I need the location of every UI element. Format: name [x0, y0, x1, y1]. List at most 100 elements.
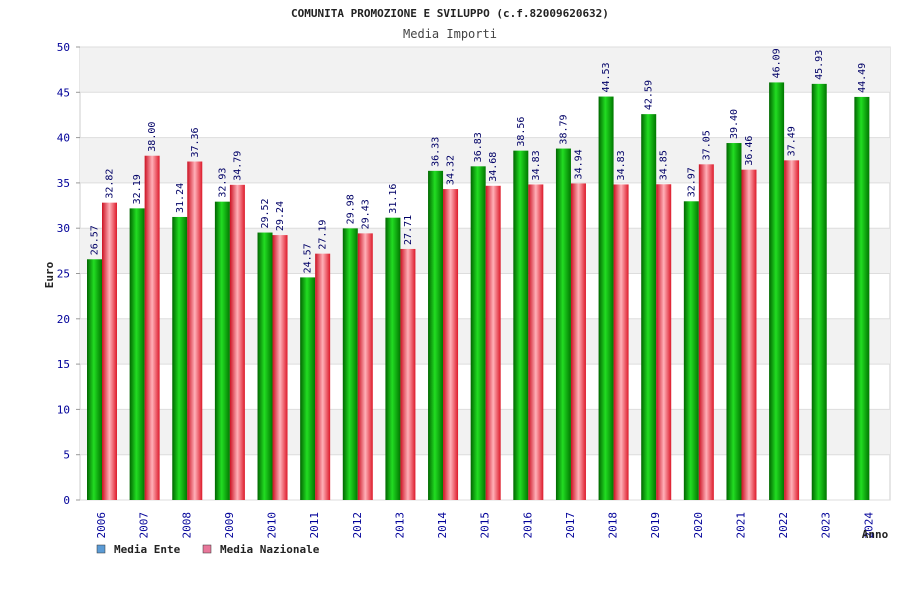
- bar-media-ente-2013: [385, 217, 401, 500]
- bar-media-nazionale-2010: [272, 235, 288, 500]
- bar-media-ente-2010: [257, 232, 273, 500]
- y-tick-label: 50: [57, 41, 70, 54]
- data-label: 44.53: [601, 62, 612, 92]
- data-label: 36.33: [431, 137, 442, 167]
- y-tick-label: 45: [57, 86, 70, 99]
- data-label: 34.79: [232, 151, 243, 181]
- data-label: 36.83: [473, 132, 484, 162]
- data-label: 34.94: [573, 149, 584, 179]
- bar-media-nazionale-2018: [613, 184, 629, 501]
- y-axis-label: Euro: [43, 261, 56, 288]
- bar-media-ente-2017: [555, 148, 571, 500]
- data-label: 32.93: [217, 168, 228, 198]
- legend-label-media-ente: Media Ente: [114, 543, 181, 556]
- bar-media-ente-2011: [300, 277, 316, 500]
- data-label: 38.79: [558, 114, 569, 144]
- bars: [87, 82, 870, 501]
- x-axis-label: Anno: [862, 528, 889, 541]
- x-tick-label: 2007: [138, 512, 151, 539]
- data-label: 36.46: [744, 136, 755, 166]
- x-tick-label: 2015: [479, 512, 492, 539]
- y-tick-label: 15: [57, 358, 70, 371]
- bar-media-ente-2015: [470, 166, 486, 501]
- x-tick-label: 2023: [820, 512, 833, 539]
- bar-media-ente-2023: [811, 83, 827, 500]
- data-label: 34.32: [446, 155, 457, 185]
- data-label: 29.43: [360, 199, 371, 229]
- y-tick-label: 20: [57, 313, 70, 326]
- x-tick-label: 2020: [692, 512, 705, 539]
- data-label: 31.16: [388, 184, 399, 214]
- data-label: 34.83: [616, 150, 627, 180]
- y-tick-label: 35: [57, 177, 70, 190]
- x-tick-label: 2014: [436, 512, 449, 539]
- bar-media-ente-2006: [87, 259, 102, 500]
- data-label: 34.68: [488, 152, 499, 182]
- bar-media-nazionale-2016: [528, 184, 544, 501]
- y-tick-label: 10: [57, 403, 70, 416]
- data-label: 45.93: [814, 50, 825, 80]
- x-tick-label: 2006: [95, 512, 108, 539]
- bar-media-ente-2021: [726, 143, 742, 500]
- x-tick-label: 2016: [521, 512, 534, 539]
- data-label: 27.71: [403, 215, 414, 245]
- y-tick-label: 0: [63, 494, 70, 507]
- bar-media-ente-2019: [641, 114, 657, 501]
- bar-media-nazionale-2015: [485, 185, 501, 500]
- bar-media-nazionale-2006: [102, 202, 117, 500]
- bar-media-nazionale-2013: [400, 248, 416, 500]
- bar-media-nazionale-2007: [144, 155, 160, 500]
- data-label: 29.52: [260, 198, 271, 228]
- legend-label-media-nazionale: Media Nazionale: [220, 543, 320, 556]
- data-label: 37.05: [701, 130, 712, 160]
- data-label: 32.97: [686, 167, 697, 197]
- data-label: 38.00: [147, 122, 158, 152]
- bar-media-ente-2016: [513, 150, 529, 500]
- y-tick-label: 5: [63, 449, 70, 462]
- data-label: 31.24: [175, 183, 186, 213]
- bar-media-ente-2022: [769, 82, 785, 501]
- x-tick-label: 2018: [607, 512, 620, 539]
- bar-media-ente-2018: [598, 96, 614, 500]
- data-labels: 26.57 32.82 32.19 38.00 31.24 37.36 32.93 34.79…: [90, 48, 868, 273]
- legend-swatch-media-nazionale: [202, 544, 212, 554]
- chart-subtitle: Media Importi: [403, 27, 497, 41]
- data-label: 42.59: [644, 80, 655, 110]
- y-tick-label: 25: [57, 268, 70, 281]
- data-label: 46.09: [772, 48, 783, 78]
- bar-media-nazionale-2008: [187, 161, 203, 500]
- data-label: 34.83: [531, 150, 542, 180]
- data-label: 37.49: [787, 126, 798, 156]
- bar-media-nazionale-2009: [229, 184, 245, 500]
- x-tick-label: 2024: [862, 512, 875, 539]
- x-tick-label: 2013: [393, 512, 406, 539]
- bar-media-nazionale-2011: [315, 253, 331, 500]
- legend-swatch-media-ente: [96, 544, 106, 554]
- data-label: 27.19: [318, 220, 329, 250]
- data-label: 24.57: [303, 243, 314, 273]
- x-tick-label: 2010: [266, 512, 279, 539]
- grid-band: [80, 47, 890, 93]
- data-label: 37.36: [190, 127, 201, 157]
- bar-media-nazionale-2022: [784, 160, 800, 500]
- bar-media-nazionale-2019: [656, 184, 672, 500]
- bar-media-nazionale-2020: [698, 164, 714, 500]
- bar-media-nazionale-2021: [741, 169, 757, 500]
- bar-media-ente-2020: [683, 201, 699, 500]
- x-tick-label: 2021: [734, 512, 747, 539]
- bar-media-ente-2024: [854, 96, 870, 501]
- data-label: 29.24: [275, 201, 286, 231]
- data-label: 26.57: [90, 225, 101, 255]
- x-tick-label: 2011: [308, 512, 321, 539]
- data-label: 39.40: [729, 109, 740, 139]
- y-tick-label: 40: [57, 132, 70, 145]
- x-tick-label: 2008: [180, 512, 193, 539]
- bar-media-ente-2012: [342, 228, 358, 500]
- bar-media-nazionale-2012: [357, 233, 373, 500]
- data-label: 38.56: [516, 117, 527, 147]
- legend: Media Ente Media Nazionale: [96, 543, 320, 556]
- data-label: 34.85: [659, 150, 670, 180]
- bar-media-nazionale-2014: [443, 189, 459, 501]
- x-tick-label: 2022: [777, 512, 790, 539]
